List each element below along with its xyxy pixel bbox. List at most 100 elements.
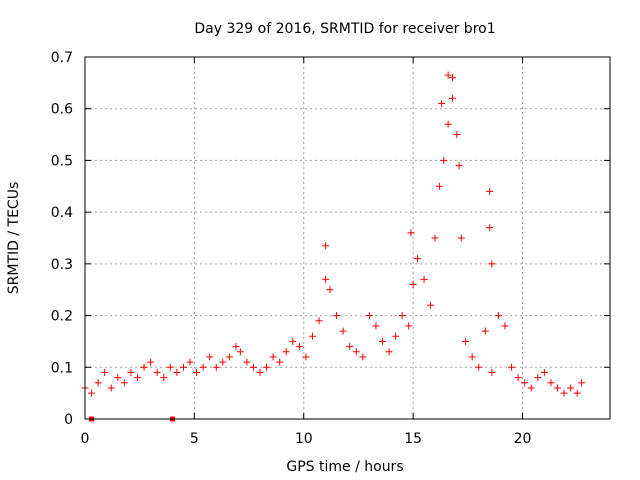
data-point: [326, 286, 334, 294]
data-point: [225, 353, 233, 361]
data-point: [249, 363, 257, 371]
data-point: [444, 120, 452, 128]
data-point: [560, 389, 568, 397]
data-point: [140, 363, 148, 371]
x-tick-label: 20: [514, 431, 532, 447]
data-point: [449, 94, 456, 102]
data-point: [365, 312, 373, 320]
grid-lines: [85, 57, 610, 419]
data-point: [488, 260, 496, 268]
y-tick-label: 0.3: [51, 257, 73, 273]
data-points: [81, 71, 586, 397]
data-point: [256, 368, 264, 376]
data-point: [147, 358, 155, 366]
data-point: [420, 275, 428, 283]
chart-title: Day 329 of 2016, SRMTID for receiver bro…: [194, 21, 495, 37]
y-tick-label: 0: [64, 412, 73, 428]
data-point: [243, 358, 251, 366]
data-point: [206, 353, 214, 361]
data-point: [379, 337, 386, 345]
data-point: [153, 368, 161, 376]
data-point: [521, 379, 529, 387]
data-point: [127, 368, 135, 376]
data-point: [101, 368, 109, 376]
data-point: [534, 374, 542, 382]
data-point: [449, 74, 456, 82]
data-point: [392, 332, 400, 340]
data-point: [199, 363, 207, 371]
data-point: [302, 353, 310, 361]
data-point: [88, 389, 96, 397]
y-tick-label: 0.2: [51, 309, 73, 325]
data-point: [494, 312, 502, 320]
data-point: [385, 348, 393, 356]
data-point: [431, 234, 439, 242]
data-point: [453, 131, 461, 139]
data-point: [573, 389, 581, 397]
data-point: [339, 327, 347, 335]
data-point: [193, 368, 201, 376]
data-point: [440, 156, 448, 164]
x-axis-label: GPS time / hours: [286, 459, 403, 475]
data-point: [179, 363, 187, 371]
data-point: [486, 187, 494, 195]
data-point: [435, 182, 443, 190]
data-point: [289, 337, 297, 345]
data-point: [276, 358, 284, 366]
data-point: [547, 379, 555, 387]
data-point: [567, 384, 575, 392]
x-tick-label: 0: [81, 431, 90, 447]
data-point: [359, 353, 367, 361]
data-point: [219, 358, 227, 366]
data-point: [468, 353, 476, 361]
data-point: [346, 343, 354, 351]
data-point: [236, 348, 244, 356]
data-point: [409, 281, 417, 289]
data-point: [427, 301, 435, 309]
y-tick-label: 0.5: [51, 153, 73, 169]
data-point: [398, 312, 406, 320]
y-tick-label: 0.7: [51, 50, 73, 66]
data-point: [444, 71, 452, 79]
tick-labels: 0 5 10 15 20 0 0.1 0.2 0.3 0.4 0.5 0.6 0.7: [51, 50, 532, 447]
data-point: [322, 242, 330, 250]
data-point: [488, 368, 496, 376]
data-point: [486, 224, 494, 232]
data-point: [107, 384, 115, 392]
data-point: [540, 368, 548, 376]
data-point: [114, 374, 122, 382]
data-point: [578, 379, 586, 387]
data-point: [173, 368, 181, 376]
data-point: [372, 322, 380, 330]
data-point: [295, 343, 303, 351]
x-tick-label: 10: [295, 431, 313, 447]
data-point: [501, 322, 509, 330]
data-point: [405, 322, 413, 330]
data-point: [352, 348, 360, 356]
data-point: [438, 100, 446, 108]
data-point: [282, 348, 290, 356]
data-point: [94, 379, 102, 387]
y-axis-label: SRMTID / TECUs: [6, 182, 22, 295]
data-point: [475, 363, 483, 371]
data-point: [315, 317, 323, 325]
plot-frame: [84, 56, 611, 420]
y-tick-label: 0.6: [51, 102, 73, 118]
data-point: [160, 374, 168, 382]
data-point: [457, 234, 465, 242]
data-point: [309, 332, 316, 340]
data-point: [455, 162, 463, 170]
data-point: [527, 384, 535, 392]
data-point: [186, 358, 194, 366]
data-point: [462, 337, 470, 345]
data-point: [232, 343, 240, 351]
y-tick-label: 0.1: [51, 360, 73, 376]
data-point: [134, 374, 141, 382]
data-point: [514, 374, 522, 382]
y-tick-label: 0.4: [51, 205, 73, 221]
data-point: [333, 312, 341, 320]
data-point: [263, 363, 271, 371]
data-point: [322, 275, 330, 283]
